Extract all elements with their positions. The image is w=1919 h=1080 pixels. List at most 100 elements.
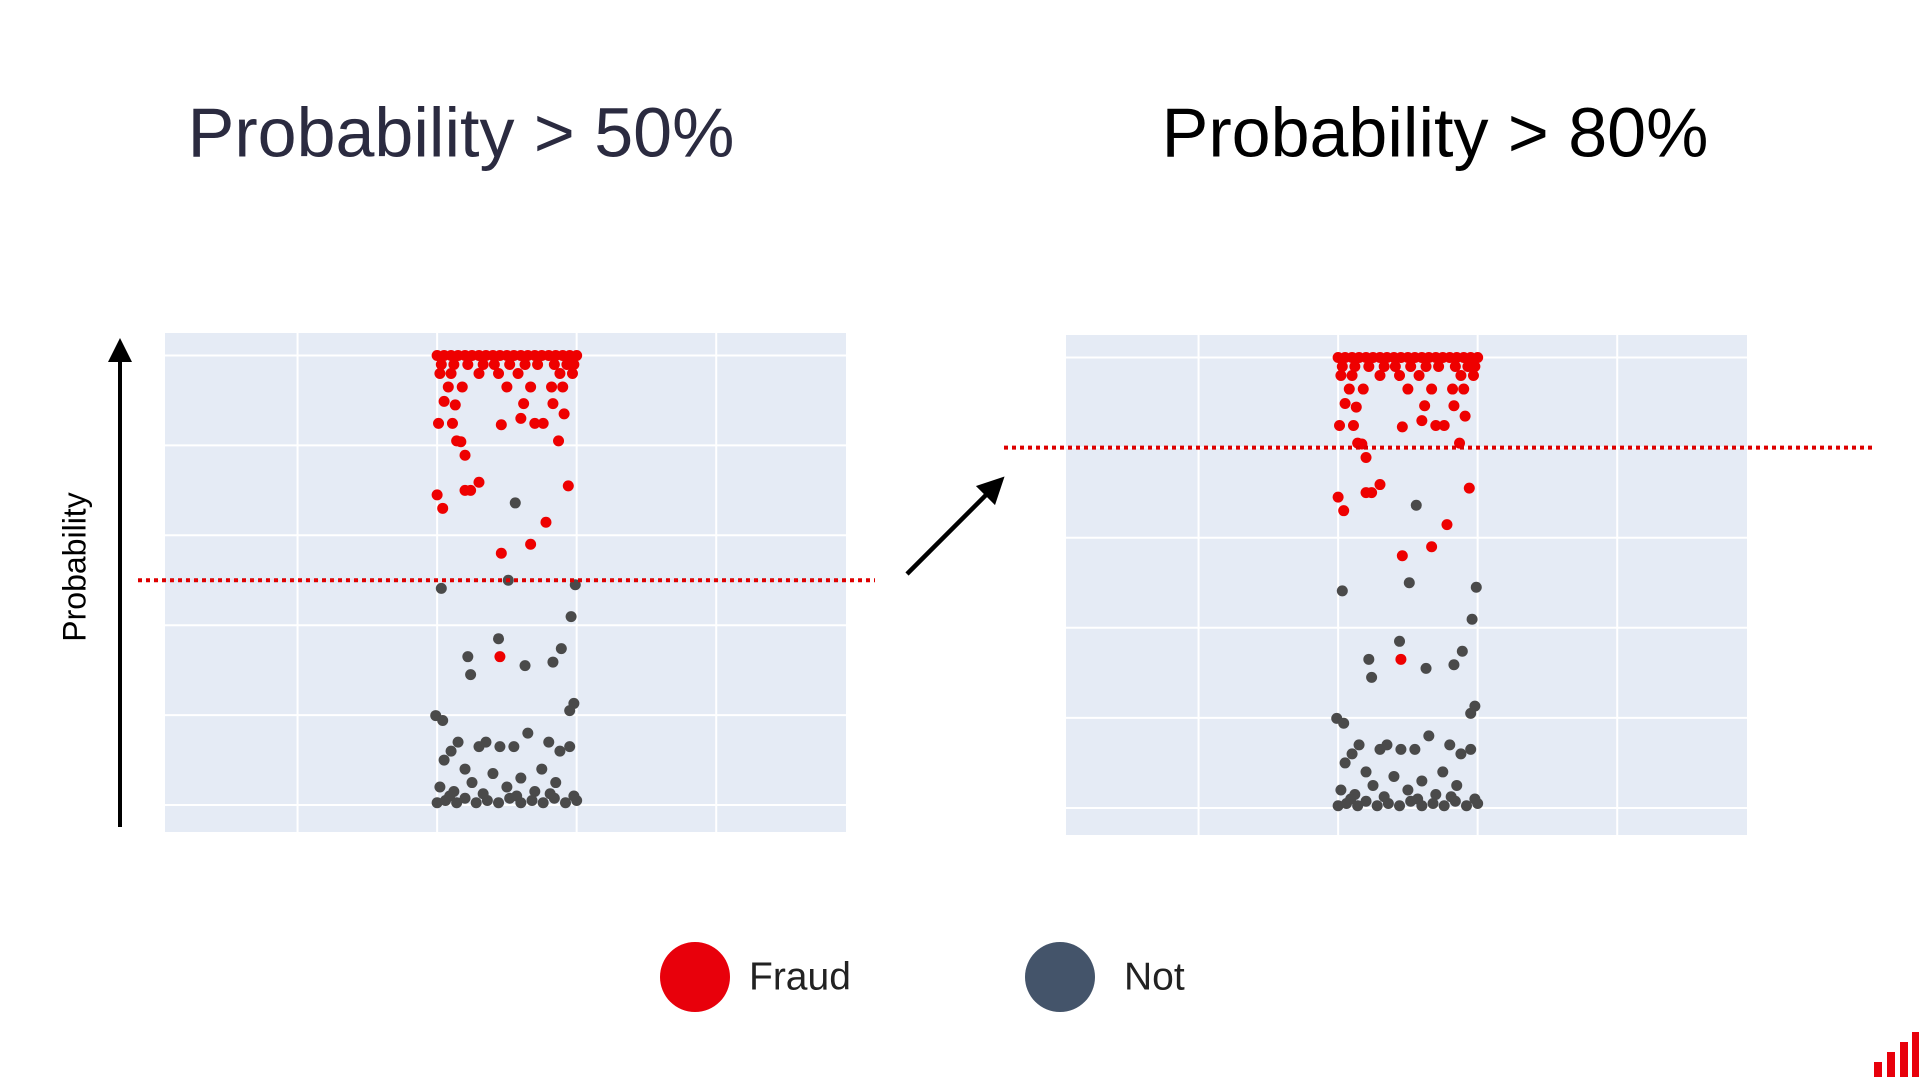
point: [459, 763, 471, 775]
point: [1389, 361, 1401, 373]
point: [1430, 420, 1442, 432]
point: [519, 660, 531, 672]
point: [1405, 361, 1417, 373]
point: [1345, 793, 1357, 805]
point: [442, 381, 454, 393]
point: [437, 502, 449, 514]
point: [1336, 361, 1348, 373]
point: [1396, 421, 1408, 433]
point: [462, 651, 474, 663]
point: [1381, 739, 1393, 751]
point: [438, 395, 450, 407]
point: [451, 797, 463, 809]
point: [1433, 361, 1445, 373]
point: [459, 792, 471, 804]
point: [1360, 452, 1372, 464]
point: [1343, 383, 1355, 395]
point: [550, 777, 562, 789]
point: [560, 797, 572, 809]
point: [522, 727, 534, 739]
point: [488, 358, 500, 370]
point: [1412, 793, 1424, 805]
point: [571, 349, 583, 361]
point: [1458, 383, 1470, 395]
point: [1346, 748, 1358, 760]
point: [494, 741, 506, 753]
point: [536, 763, 548, 775]
point: [462, 358, 474, 370]
point: [1350, 401, 1362, 413]
point: [1456, 645, 1468, 657]
point: [1403, 577, 1415, 589]
point: [493, 367, 505, 379]
point: [1449, 361, 1461, 373]
point: [1366, 671, 1378, 683]
point: [1469, 361, 1481, 373]
point: [1402, 784, 1414, 796]
point: [553, 435, 565, 447]
point: [1467, 370, 1479, 382]
point: [540, 516, 552, 528]
point: [1470, 581, 1482, 593]
chart-title: Probability > 80%: [1162, 93, 1709, 171]
point: [459, 449, 471, 461]
legend-marker: [1025, 942, 1095, 1012]
point: [515, 412, 527, 424]
point: [1461, 800, 1473, 812]
point: [564, 741, 576, 753]
point: [1338, 505, 1350, 517]
point: [456, 381, 468, 393]
point: [1419, 400, 1431, 412]
point: [434, 781, 446, 793]
point: [537, 797, 549, 809]
y-axis-label: Probability: [56, 492, 92, 641]
point: [1472, 352, 1484, 364]
point: [1346, 370, 1358, 382]
point: [1413, 370, 1425, 382]
point: [473, 476, 485, 488]
point: [544, 788, 556, 800]
point: [480, 736, 492, 748]
point: [438, 754, 450, 766]
point: [495, 419, 507, 431]
point: [547, 656, 559, 668]
point: [1465, 743, 1477, 755]
point: [1395, 743, 1407, 755]
point: [1459, 410, 1471, 422]
point: [1353, 739, 1365, 751]
point: [1447, 383, 1459, 395]
point: [494, 651, 506, 663]
point: [1363, 361, 1375, 373]
point: [1423, 730, 1435, 742]
point: [431, 797, 443, 809]
point: [519, 358, 531, 370]
point: [1416, 775, 1428, 787]
point: [455, 436, 467, 448]
point: [1360, 766, 1372, 778]
point: [434, 367, 446, 379]
point: [1416, 415, 1428, 427]
point: [537, 417, 549, 429]
point: [1378, 791, 1390, 803]
point: [501, 381, 513, 393]
point: [1455, 748, 1467, 760]
point: [508, 741, 520, 753]
point: [554, 745, 566, 757]
point: [1374, 479, 1386, 491]
point: [465, 484, 477, 496]
point: [546, 381, 558, 393]
point: [1402, 383, 1414, 395]
point: [1438, 800, 1450, 812]
point: [1455, 370, 1467, 382]
point: [1367, 779, 1379, 791]
point: [1410, 499, 1422, 511]
legend-label: Not: [1124, 955, 1185, 998]
point: [1394, 800, 1406, 812]
point: [444, 790, 456, 802]
point: [529, 786, 541, 798]
point: [1420, 662, 1432, 674]
point: [449, 399, 461, 411]
point: [554, 367, 566, 379]
point: [1335, 370, 1347, 382]
